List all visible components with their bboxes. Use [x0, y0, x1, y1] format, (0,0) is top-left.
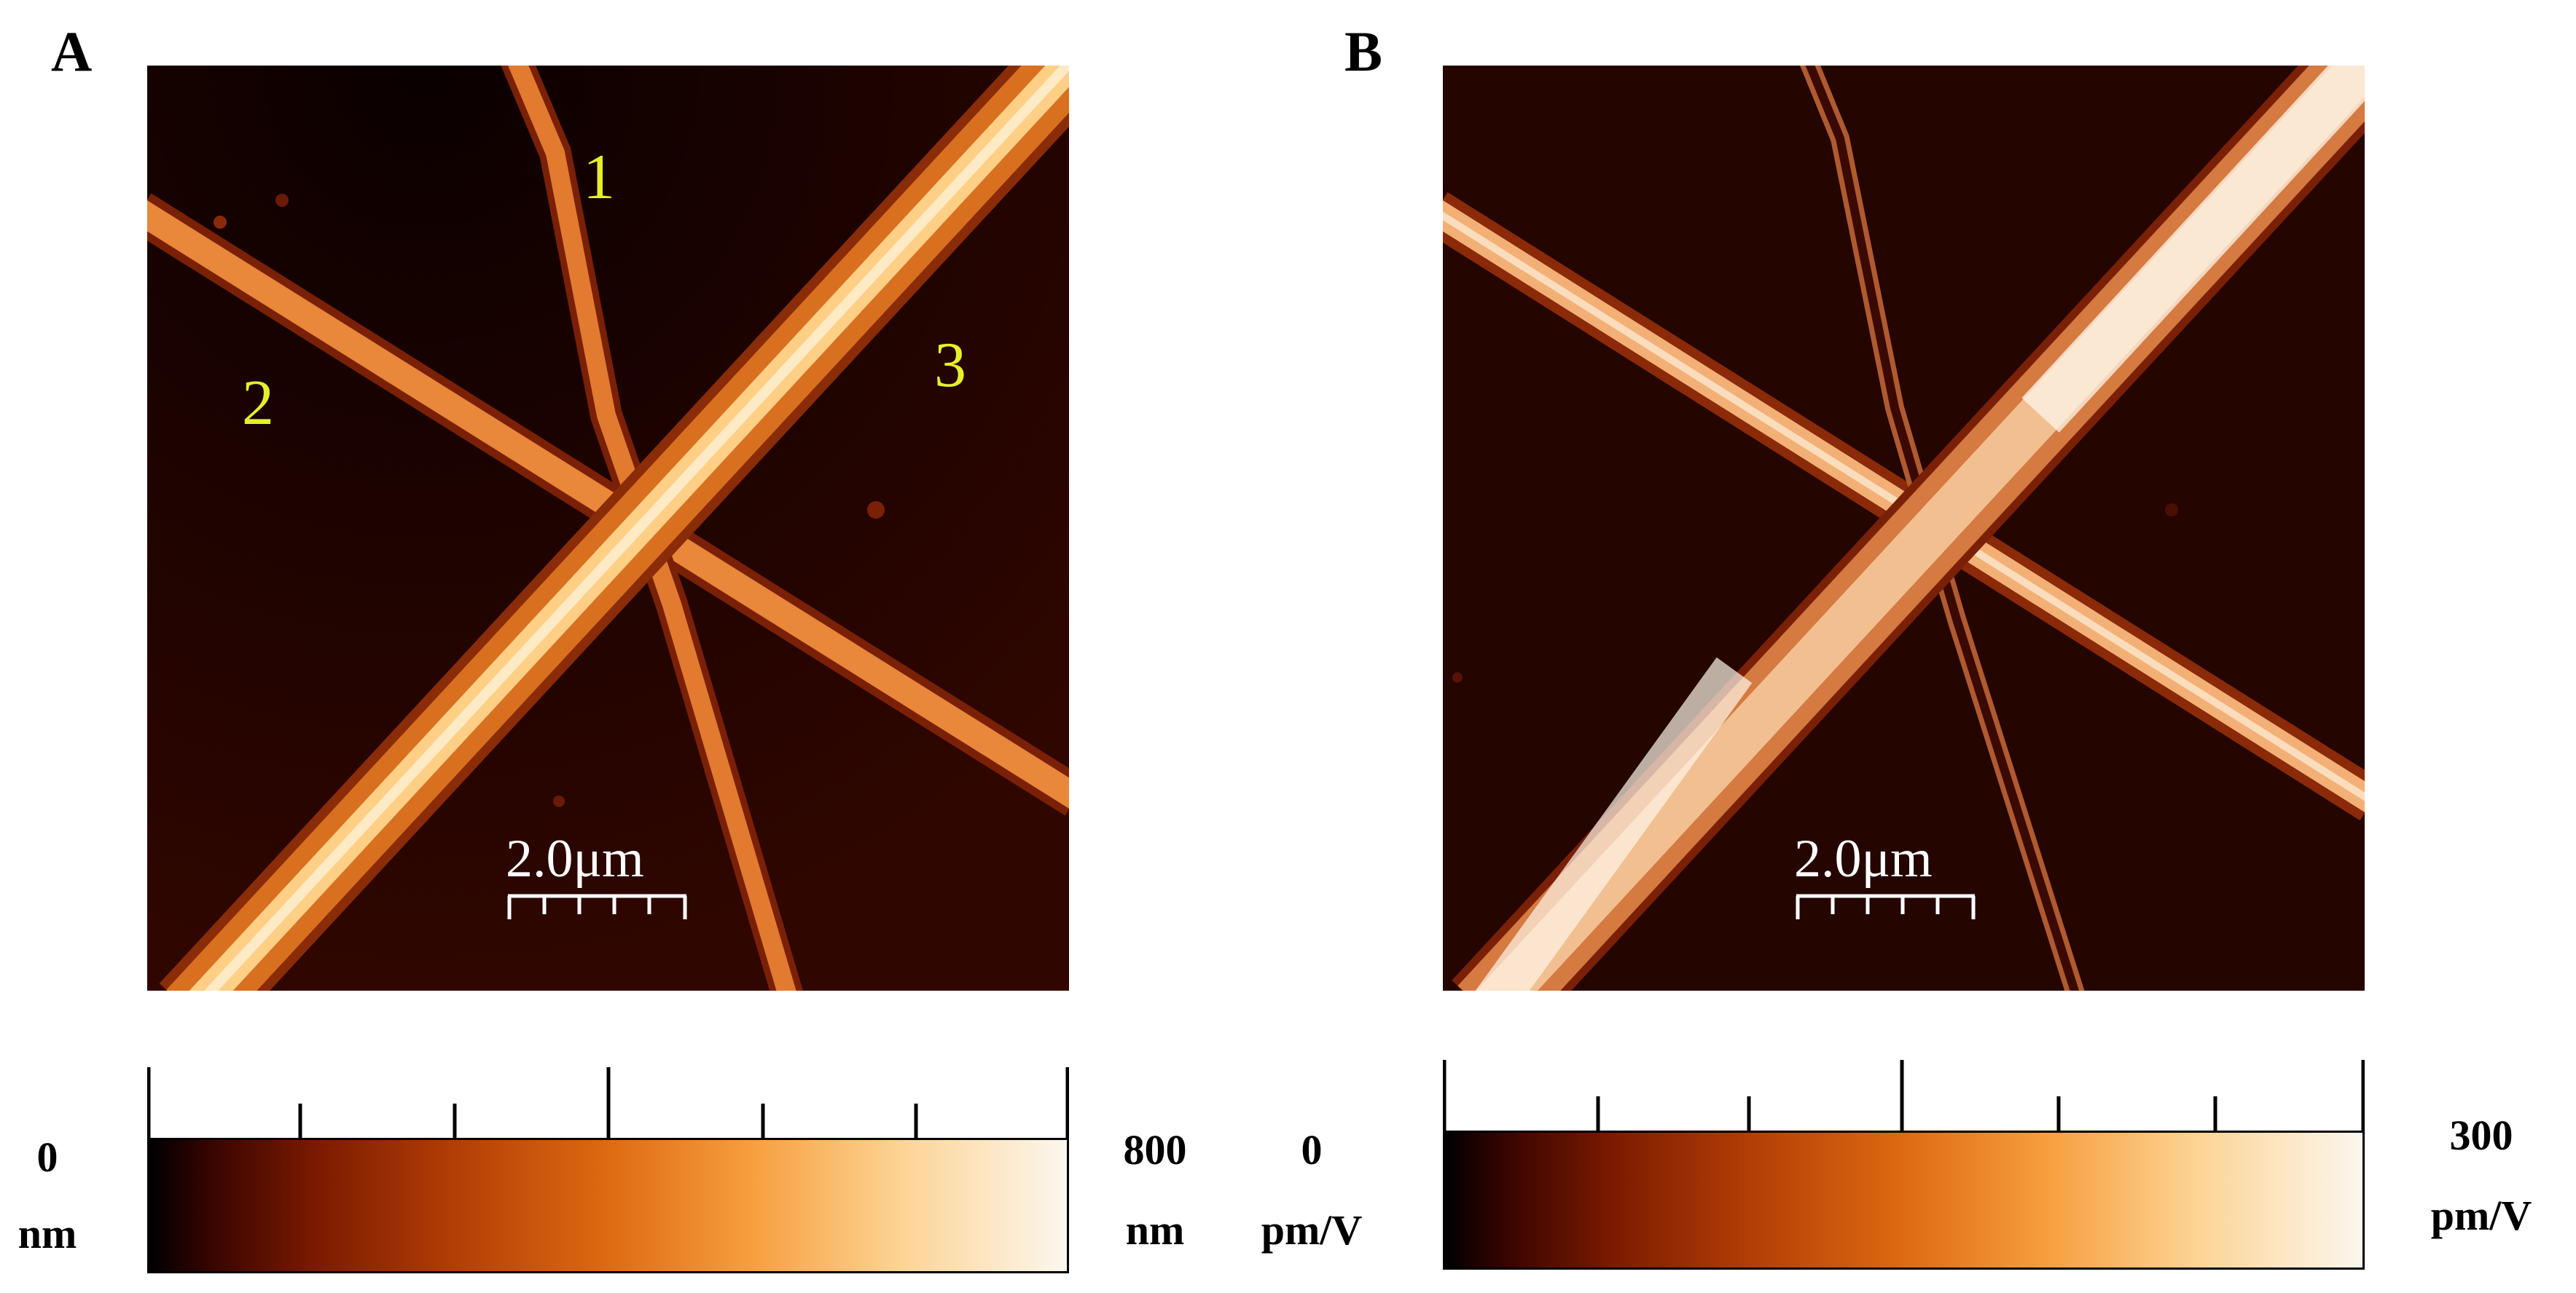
- panel-a-topography-image: 1 2 3 2.0μm: [147, 66, 1069, 991]
- fiber-label-2: 2: [242, 368, 274, 439]
- panel-b-svg: [1443, 66, 2365, 991]
- fiber-label-3: 3: [934, 330, 966, 401]
- fiber-3-ridge: [204, 66, 1069, 991]
- panel-a-colorbar-max: 800: [1123, 1126, 1187, 1174]
- panel-a-colorbar-max-unit: nm: [1125, 1206, 1185, 1254]
- panel-b-colorbar-max: 300: [2449, 1112, 2513, 1159]
- panel-a-scale-bar: [507, 894, 687, 919]
- panel-b-scale-label: 2.0μm: [1794, 829, 1933, 889]
- fiber-label-1: 1: [583, 142, 615, 213]
- particle: [214, 216, 227, 229]
- particle: [2165, 503, 2178, 516]
- panel-a-letter: A: [51, 20, 93, 83]
- panel-b-colorbar-min: 0: [1301, 1126, 1323, 1174]
- particle: [1452, 672, 1463, 683]
- fiber-1: [508, 66, 796, 991]
- fiber-3-bright-bottom: [1475, 657, 1753, 991]
- fiber-3-bright-top: [2021, 66, 2365, 433]
- panel-a-colorbar-ticks: [146, 1067, 1070, 1140]
- panel-b-scale-bar: [1796, 894, 1976, 919]
- panel-a-colorbar-min: 0: [36, 1133, 58, 1181]
- panel-b-letter: B: [1344, 20, 1383, 83]
- fiber-1-core: [1805, 66, 2080, 991]
- panel-b-colorbar-min-unit: pm/V: [1261, 1206, 1363, 1254]
- panel-b-colorbar: [1443, 1131, 2365, 1270]
- particle: [553, 795, 565, 807]
- panel-a-colorbar-min-unit: nm: [17, 1210, 77, 1257]
- particle: [275, 194, 289, 207]
- panel-b-piezoresponse-image: 2.0μm: [1443, 66, 2365, 991]
- panel-b-colorbar-ticks: [1442, 1060, 2365, 1133]
- panel-a-colorbar: [147, 1138, 1069, 1273]
- panel-a-svg: [147, 66, 1069, 991]
- panel-a-scale-label: 2.0μm: [506, 829, 644, 889]
- panel-b-colorbar-max-unit: pm/V: [2430, 1192, 2532, 1239]
- particle: [867, 501, 885, 519]
